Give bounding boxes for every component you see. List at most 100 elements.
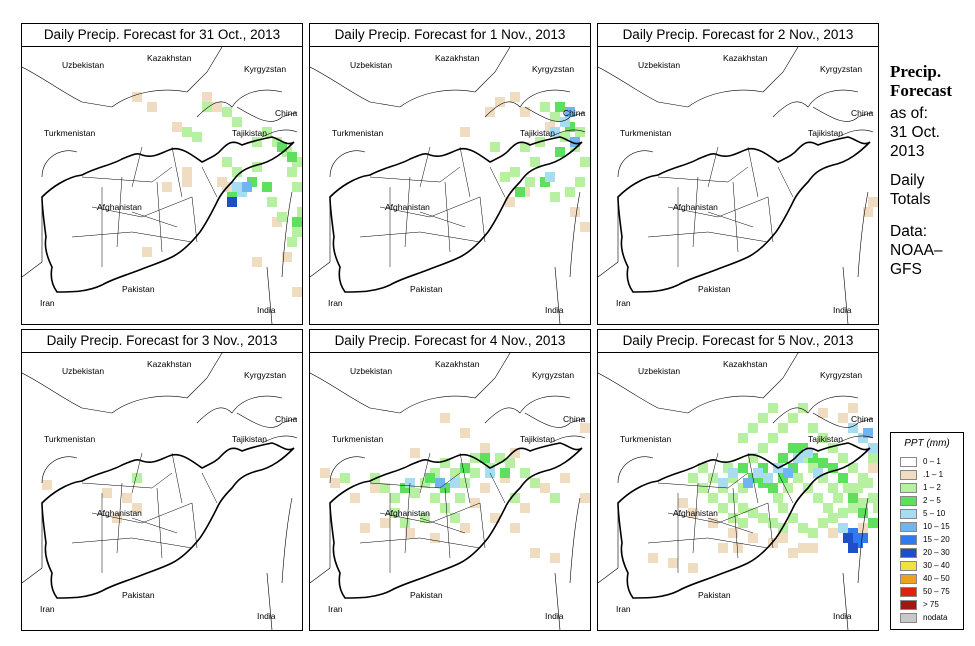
precip-cell	[868, 493, 878, 503]
legend-label: 50 – 75	[923, 587, 950, 596]
precip-cell	[818, 433, 828, 443]
legend-label: 0 – 1	[923, 457, 941, 466]
legend-label: 20 – 30	[923, 548, 950, 557]
precip-cell	[858, 508, 868, 518]
country-label-pakistan: Pakistan	[122, 590, 155, 600]
precip-cell	[565, 187, 575, 197]
precip-cell	[460, 478, 470, 488]
precip-cell	[788, 413, 798, 423]
precip-cell	[748, 453, 758, 463]
country-label-china: China	[275, 108, 298, 118]
precip-cell	[848, 543, 858, 553]
precip-cell	[848, 503, 858, 513]
country-label-tajikistan: Tajikistan	[232, 128, 267, 138]
legend: PPT (mm) 0 – 1 .1 – 1 1 – 2 2 – 5 5 – 10 10 –…	[890, 432, 964, 630]
precip-cell	[768, 483, 778, 493]
precip-cell	[142, 247, 152, 257]
precip-cell	[565, 107, 575, 117]
precip-cell	[570, 207, 580, 217]
precip-cell	[102, 488, 112, 498]
country-label-turkmenistan: Turkmenistan	[620, 434, 672, 444]
legend-swatch	[900, 457, 917, 467]
precip-cell	[833, 493, 843, 503]
precip-cell	[440, 503, 450, 513]
precip-cell	[848, 463, 858, 473]
country-label-kazakhstan: Kazakhstan	[147, 53, 192, 63]
panel-title: Daily Precip. Forecast for 3 Nov., 2013	[22, 330, 302, 353]
precip-cell	[668, 558, 678, 568]
country-label-kyrgyzstan: Kyrgyzstan	[532, 64, 575, 74]
precip-cell	[277, 142, 287, 152]
precip-cell	[232, 117, 242, 127]
precip-cell	[818, 408, 828, 418]
precip-cell	[510, 523, 520, 533]
precip-cell	[743, 478, 753, 488]
country-label-uzbekistan: Uzbekistan	[350, 366, 393, 376]
legend-label: 1 – 2	[923, 483, 941, 492]
precip-cell	[380, 518, 390, 528]
precip-cell	[182, 167, 192, 177]
country-label-kyrgyzstan: Kyrgyzstan	[244, 370, 287, 380]
precip-cell	[718, 543, 728, 553]
precip-cell	[550, 112, 560, 122]
province-lines	[71, 146, 218, 267]
precip-cell	[232, 167, 242, 177]
legend-swatch	[900, 613, 917, 623]
precip-cell	[758, 413, 768, 423]
precip-layer	[132, 92, 302, 297]
precip-layer	[863, 197, 878, 217]
panel-2: Daily Precip. Forecast for 2 Nov., 2013	[597, 23, 879, 325]
country-label-turkmenistan: Turkmenistan	[620, 128, 672, 138]
precip-cell	[555, 102, 565, 112]
precip-cell	[520, 107, 530, 117]
precip-cell	[297, 207, 302, 217]
precip-cell	[460, 523, 470, 533]
precip-cell	[470, 468, 480, 478]
precip-cell	[440, 413, 450, 423]
panel-0: Daily Precip. Forecast for 31 Oct., 2013	[21, 23, 303, 325]
precip-cell	[262, 127, 272, 137]
precip-cell	[410, 488, 420, 498]
precip-cell	[450, 513, 460, 523]
precip-cell	[838, 473, 848, 483]
precip-cell	[510, 448, 520, 458]
precip-cell	[490, 513, 500, 523]
precip-cell	[808, 423, 818, 433]
precip-cell	[510, 167, 520, 177]
precip-cell	[480, 443, 490, 453]
precip-cell	[868, 518, 878, 528]
precip-cell	[778, 503, 788, 513]
precip-cell	[470, 498, 480, 508]
precip-cell	[162, 182, 172, 192]
precip-cell	[738, 463, 748, 473]
country-label-tajikistan: Tajikistan	[520, 128, 555, 138]
precip-cell	[202, 102, 212, 112]
country-label-kazakhstan: Kazakhstan	[723, 359, 768, 369]
legend-swatch	[900, 574, 917, 584]
afghanistan-border	[329, 136, 583, 293]
daily-line2: Totals	[890, 191, 931, 208]
side-title-line2: Forecast	[890, 81, 952, 100]
precip-cell	[555, 147, 565, 157]
precip-cell	[390, 508, 400, 518]
precip-cell	[560, 473, 570, 483]
country-label-afghanistan: Afghanistan	[97, 202, 142, 212]
precip-layer	[460, 92, 590, 232]
precip-cell	[848, 493, 858, 503]
precip-cell	[460, 428, 470, 438]
province-lines	[647, 452, 794, 573]
panel-1: Daily Precip. Forecast for 1 Nov., 2013	[309, 23, 591, 325]
precip-cell	[768, 403, 778, 413]
country-label-india: India	[257, 305, 276, 315]
legend-label: 2 – 5	[923, 496, 941, 505]
precip-cell	[728, 468, 738, 478]
precip-cell	[858, 498, 868, 508]
precip-cell	[838, 523, 848, 533]
precip-cell	[768, 433, 778, 443]
country-label-iran: Iran	[40, 604, 55, 614]
precip-cell	[718, 478, 728, 488]
country-label-afghanistan: Afghanistan	[97, 508, 142, 518]
country-label-iran: Iran	[40, 298, 55, 308]
country-label-kyrgyzstan: Kyrgyzstan	[820, 64, 863, 74]
precip-cell	[227, 197, 237, 207]
